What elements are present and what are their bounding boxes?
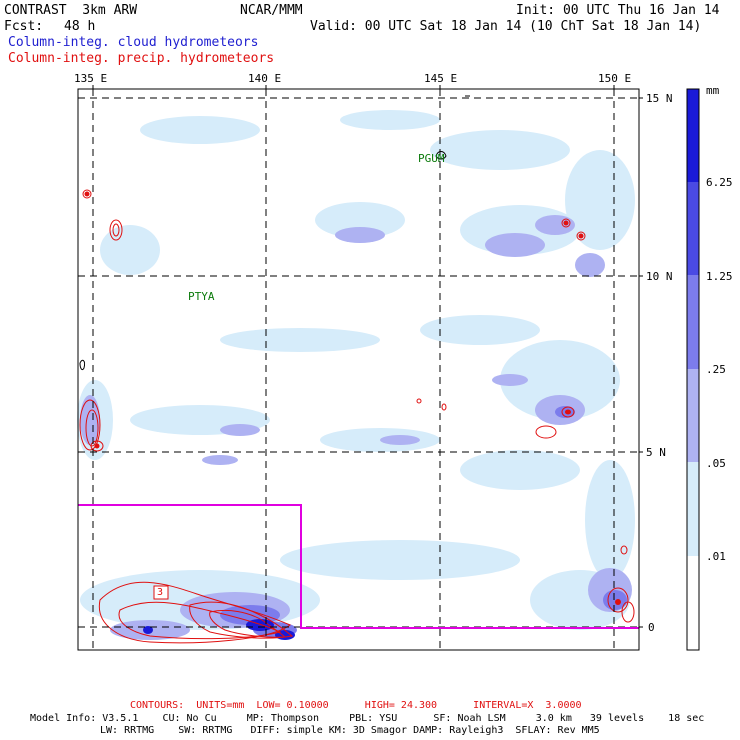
lon-tick-145: 145 E	[424, 72, 458, 85]
lon-tick-140: 140 E	[248, 72, 282, 85]
map-frame	[77, 88, 640, 651]
lat-tick-0: 0	[648, 621, 655, 634]
product-title: CONTRAST 3km ARW	[4, 3, 138, 18]
lat-tick-5n: 5 N	[646, 446, 666, 459]
legend-level-0-25: .25	[706, 363, 726, 376]
lat-tick-15n: 15 N	[646, 92, 673, 105]
model-info-line2: LW: RRTMG SW: RRTMG DIFF: simple KM: 3D …	[100, 725, 600, 736]
lon-tick-150: 150 E	[598, 72, 632, 85]
valid-time: Valid: 00 UTC Sat 18 Jan 14 (10 ChT Sat …	[310, 19, 702, 34]
cloud-medium-patches	[80, 215, 632, 640]
organization-label: NCAR/MMM	[240, 3, 303, 18]
lat-tick-10n: 10 N	[646, 270, 673, 283]
legend-unit: mm	[706, 84, 720, 97]
legend-level-0-05: .05	[706, 457, 726, 470]
init-time: Init: 00 UTC Thu 16 Jan 14	[516, 3, 720, 18]
station-label-yap: PTYA	[188, 290, 215, 303]
forecast-hours: 48 h	[64, 19, 96, 34]
field-precip-label: Column-integ. precip. hydrometeors	[8, 51, 275, 66]
contour-value-label: 3	[157, 587, 164, 598]
precip-contours	[79, 189, 635, 644]
coastlines	[79, 95, 470, 371]
nested-domain-outline	[78, 504, 639, 629]
contours-info: CONTOURS: UNITS=mm LOW= 0.10000 HIGH= 24…	[130, 700, 582, 711]
station-label-guam: PGUM	[418, 152, 445, 165]
legend-level-1-25: 1.25	[706, 270, 733, 283]
forecast-label: Fcst:	[4, 19, 44, 34]
field-cloud-label: Column-integ. cloud hydrometeors	[8, 35, 259, 50]
precip-cores	[84, 191, 621, 605]
model-info-line1: Model Info: V3.5.1 CU: No Cu MP: Thompso…	[30, 713, 705, 724]
legend-level-0-01: .01	[706, 550, 726, 563]
legend-colorbar	[686, 88, 700, 651]
lon-tick-135: 135 E	[74, 72, 108, 85]
legend-level-6-25: 6.25	[706, 176, 733, 189]
